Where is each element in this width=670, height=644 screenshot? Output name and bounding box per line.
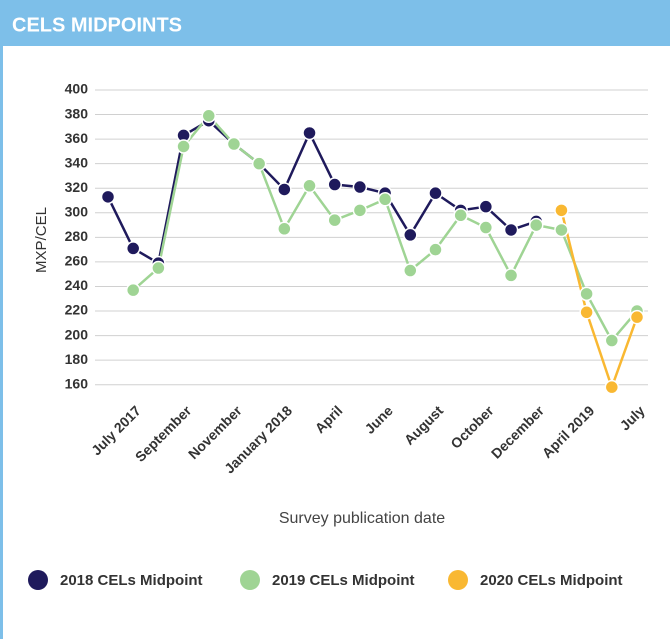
data-point xyxy=(125,282,141,298)
legend-swatch xyxy=(28,570,48,590)
data-point xyxy=(503,222,519,238)
data-point xyxy=(125,241,141,256)
data-point xyxy=(277,182,292,197)
data-point xyxy=(151,260,166,276)
data-point xyxy=(554,222,569,238)
data-point xyxy=(579,305,594,320)
y-tick-label: 400 xyxy=(65,81,89,97)
data-point xyxy=(554,203,569,218)
y-tick-label: 340 xyxy=(65,154,89,170)
data-point xyxy=(277,221,292,237)
left-border xyxy=(0,46,3,639)
data-point xyxy=(453,208,468,223)
series-line xyxy=(560,210,639,391)
y-tick-label: 260 xyxy=(65,253,89,269)
data-point xyxy=(503,268,519,283)
data-point xyxy=(478,199,494,214)
y-tick-label: 160 xyxy=(65,375,89,391)
data-point xyxy=(352,179,368,195)
data-point xyxy=(629,309,645,325)
x-tick-label: October xyxy=(447,402,497,452)
data-point xyxy=(352,203,368,218)
legend-label: 2019 CELs Midpoint xyxy=(272,572,415,589)
data-point xyxy=(604,333,620,348)
data-point xyxy=(327,177,342,192)
y-tick-label: 300 xyxy=(65,204,89,220)
data-point xyxy=(604,379,620,395)
data-point xyxy=(579,286,594,302)
data-point xyxy=(100,189,116,205)
y-tick-label: 280 xyxy=(65,228,89,244)
y-tick-label: 320 xyxy=(65,179,89,195)
data-point xyxy=(428,185,443,201)
data-point xyxy=(327,212,342,228)
data-point xyxy=(528,217,544,233)
x-tick-label: April 2019 xyxy=(539,402,598,461)
x-tick-label: December xyxy=(488,402,548,462)
header-bar xyxy=(0,0,670,46)
data-point xyxy=(201,108,217,124)
legend-swatch xyxy=(240,570,260,590)
y-tick-label: 380 xyxy=(65,105,89,121)
legend-swatch xyxy=(448,570,468,590)
chart-title: CELS MIDPOINTS xyxy=(12,14,182,36)
data-point xyxy=(478,220,494,235)
y-axis-label: MXP/CEL xyxy=(33,207,50,273)
data-point xyxy=(302,178,317,194)
x-tick-label: April xyxy=(312,402,346,436)
x-tick-label: June xyxy=(361,402,396,437)
y-tick-label: 220 xyxy=(65,302,89,318)
y-tick-label: 360 xyxy=(65,130,89,146)
y-tick-label: 180 xyxy=(65,351,89,367)
data-point xyxy=(403,263,418,278)
data-point xyxy=(377,192,393,207)
series-line xyxy=(106,119,537,266)
legend-label: 2018 CELs Midpoint xyxy=(60,572,203,589)
legend-label: 2020 CELs Midpoint xyxy=(480,572,623,589)
data-point xyxy=(176,139,191,154)
x-tick-label: August xyxy=(401,402,447,448)
y-tick-label: 200 xyxy=(65,326,89,342)
data-point xyxy=(428,242,443,257)
x-axis-label: Survey publication date xyxy=(279,510,445,527)
y-tick-label: 240 xyxy=(65,277,89,293)
data-point xyxy=(226,136,242,152)
x-tick-label: July xyxy=(617,402,648,433)
data-point xyxy=(403,227,418,243)
data-point xyxy=(251,156,267,171)
data-point xyxy=(302,125,317,141)
